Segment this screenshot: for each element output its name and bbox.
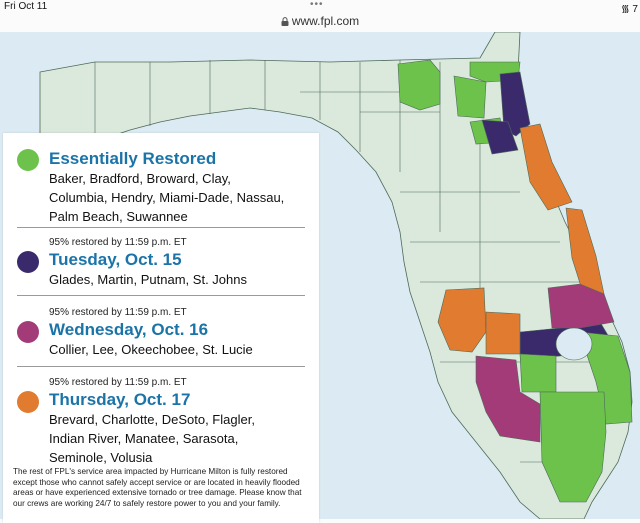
oct17-dot-icon xyxy=(17,391,39,413)
region-restored-baker xyxy=(453,75,487,119)
footnote: The rest of FPL's service area impacted … xyxy=(13,467,302,508)
restored-counties-line1: Baker, Bradford, Broward, Clay, xyxy=(49,171,231,186)
oct16-heading: Wednesday, Oct. 16 xyxy=(49,320,209,339)
divider xyxy=(17,366,305,367)
oct17-pre: 95% restored by 11:59 p.m. ET xyxy=(49,377,187,388)
multitask-dots[interactable]: ••• xyxy=(310,0,324,10)
oct15-counties: Glades, Martin, Putnam, St. Johns xyxy=(49,272,247,287)
oct15-pre: 95% restored by 11:59 p.m. ET xyxy=(49,237,187,248)
region-oct15-putnam xyxy=(481,119,519,155)
divider xyxy=(17,295,305,296)
region-oct16-lee-collier xyxy=(475,355,541,443)
lock-icon xyxy=(281,17,289,26)
restored-dot-icon xyxy=(17,149,39,171)
region-oct16-stlucie xyxy=(547,283,615,329)
restored-counties-line3: Palm Beach, Suwannee xyxy=(49,209,188,224)
url-text: www.fpl.com xyxy=(291,14,360,28)
legend-panel: Essentially Restored Baker, Bradford, Br… xyxy=(3,133,319,523)
restored-counties: Baker, Bradford, Broward, Clay, Columbia… xyxy=(49,169,315,226)
oct15-dot-icon xyxy=(17,251,39,273)
oct16-dot-icon xyxy=(17,321,39,343)
oct17-counties-line3: Seminole, Volusia xyxy=(49,450,153,465)
oct17-counties-line1: Brevard, Charlotte, DeSoto, Flagler, xyxy=(49,412,255,427)
status-icons: ᯾ 7 xyxy=(621,4,638,15)
region-restored-palmbeach-broward xyxy=(579,331,633,425)
map-graphic xyxy=(39,32,633,519)
divider xyxy=(17,227,305,228)
oct15-heading: Tuesday, Oct. 15 xyxy=(49,250,182,269)
oct16-counties: Collier, Lee, Okeechobee, St. Lucie xyxy=(49,342,253,357)
restored-heading: Essentially Restored xyxy=(49,149,217,168)
url-bar[interactable]: www.fpl.com xyxy=(0,14,640,32)
status-date: Fri Oct 11 xyxy=(4,1,48,12)
oct16-pre: 95% restored by 11:59 p.m. ET xyxy=(49,307,187,318)
region-oct17-desoto-charlotte xyxy=(485,311,521,355)
lake-okeechobee xyxy=(555,327,593,361)
status-bar: Fri Oct 11 ••• ᯾ 7 xyxy=(0,0,640,15)
region-restored-miamidade xyxy=(539,391,607,503)
region-oct17-volusia xyxy=(519,123,573,211)
florida-restoration-map: Essentially Restored Baker, Bradford, Br… xyxy=(0,32,640,523)
region-oct17-manatee-sarasota xyxy=(437,287,487,353)
region-restored-north xyxy=(397,59,441,111)
oct17-heading: Thursday, Oct. 17 xyxy=(49,390,191,409)
oct17-counties: Brevard, Charlotte, DeSoto, Flagler, Ind… xyxy=(49,410,315,467)
oct17-counties-line2: Indian River, Manatee, Sarasota, xyxy=(49,431,239,446)
restored-counties-line2: Columbia, Hendry, Miami-Dade, Nassau, xyxy=(49,190,285,205)
region-restored-hendry xyxy=(519,353,557,393)
